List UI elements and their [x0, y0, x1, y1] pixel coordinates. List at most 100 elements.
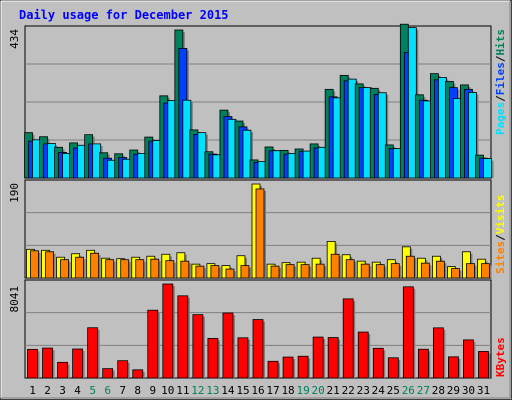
day-label-5: 5 — [89, 384, 96, 397]
sites-bar-day-1 — [30, 250, 39, 279]
sites-bar-day-5 — [90, 252, 100, 279]
legend-hits: Hits — [494, 29, 507, 56]
kbytes-bar-day-3 — [57, 361, 68, 379]
day-label-1: 1 — [29, 384, 36, 397]
kbytes-bar-day-7 — [117, 360, 129, 379]
day-label-16: 16 — [251, 384, 264, 397]
pages-bar-day-24 — [377, 92, 387, 179]
day-label-6: 6 — [104, 384, 111, 397]
day-label-18: 18 — [281, 384, 294, 397]
kbytes-bar-day-17 — [267, 360, 279, 379]
kbytes-bar-day-29 — [448, 356, 459, 379]
kbytes-bar-day-31 — [478, 351, 489, 379]
day-label-19: 19 — [296, 384, 309, 397]
kbytes-bar-day-4 — [72, 348, 84, 379]
day-label-3: 3 — [59, 384, 66, 397]
day-label-9: 9 — [149, 384, 156, 397]
sites-bar-day-21 — [330, 253, 340, 279]
day-label-31: 31 — [477, 384, 490, 397]
day-axis-labels: 1 2 3 4 5 6 7 8 9 10 11 12 13 14 15 16 17 18 19 20 21 22 23 24 2… — [29, 384, 490, 397]
sites-bar-day-12 — [195, 265, 205, 279]
day-label-4: 4 — [74, 384, 81, 397]
day-label-14: 14 — [221, 384, 235, 397]
kbytes-bar-day-18 — [282, 356, 294, 379]
day-label-29: 29 — [447, 384, 460, 397]
hits-max-label: 434 — [8, 29, 21, 49]
pages-bar-day-15 — [242, 129, 252, 179]
kbytes-bar-day-5 — [87, 327, 99, 379]
sites-bar-day-18 — [285, 264, 295, 279]
sites-bar-day-3 — [60, 259, 69, 279]
sites-bar-day-7 — [120, 259, 130, 279]
kbytes-bar-day-26 — [402, 286, 414, 379]
kbytes-bar-day-22 — [342, 298, 354, 379]
legend-slash-3: / — [494, 234, 507, 241]
kbytes-bar-day-28 — [432, 327, 444, 379]
sites-bar-day-27 — [420, 262, 430, 279]
sites-bar-day-20 — [315, 263, 325, 279]
sites-bar-day-8 — [135, 259, 145, 279]
kbytes-bar-day-10 — [162, 283, 174, 379]
kbytes-bar-day-9 — [147, 309, 159, 379]
day-label-27: 27 — [417, 384, 430, 397]
kbytes-bar-day-15 — [237, 337, 249, 379]
day-label-17: 17 — [266, 384, 279, 397]
kbytes-max-label: 8041 — [8, 286, 21, 313]
kbytes-bar-day-13 — [207, 337, 219, 379]
legend-pages: Pages — [494, 102, 507, 135]
pages-bar-day-30 — [468, 92, 477, 179]
sites-bar-day-30 — [466, 263, 475, 279]
sites-bar-day-9 — [150, 258, 160, 279]
kbytes-bar-day-6 — [102, 368, 114, 379]
pages-bar-day-31 — [483, 158, 492, 179]
sites-bar-day-14 — [225, 268, 235, 279]
kbytes-bar-day-1 — [27, 348, 38, 379]
kbytes-bar-day-30 — [463, 339, 474, 379]
kbytes-bar-day-19 — [297, 355, 309, 379]
sites-bar-day-11 — [180, 260, 190, 279]
sites-bar-day-6 — [105, 259, 115, 279]
day-label-26: 26 — [402, 384, 415, 397]
chart-title: Daily usage for December 2015 — [19, 8, 229, 22]
sites-bar-day-13 — [210, 265, 220, 279]
visits-max-label: 190 — [8, 183, 21, 203]
day-label-25: 25 — [387, 384, 400, 397]
day-label-15: 15 — [236, 384, 249, 397]
day-label-13: 13 — [206, 384, 219, 397]
hits-files-pages-panel — [24, 23, 494, 179]
kbytes-bar-day-2 — [42, 347, 53, 379]
kbytes-bar-day-14 — [222, 312, 234, 379]
day-label-10: 10 — [161, 384, 174, 397]
day-label-28: 28 — [432, 384, 445, 397]
sites-bar-day-23 — [360, 263, 370, 279]
day-label-20: 20 — [312, 384, 325, 397]
kbytes-bar-day-12 — [192, 314, 204, 379]
legend-visits: Visits — [494, 195, 507, 235]
kbytes-legend: KBytes — [494, 337, 507, 377]
sites-bar-day-25 — [390, 263, 400, 279]
day-label-24: 24 — [372, 384, 386, 397]
day-label-22: 22 — [342, 384, 355, 397]
sites-bar-day-22 — [345, 259, 355, 279]
day-label-23: 23 — [357, 384, 370, 397]
legend-slash-2: / — [494, 55, 507, 62]
kbytes-bar-day-25 — [387, 357, 399, 379]
kbytes-bar-day-20 — [312, 336, 324, 379]
sites-bar-day-15 — [240, 265, 250, 279]
sites-bar-day-2 — [45, 251, 54, 279]
kbytes-bar-day-11 — [177, 295, 189, 379]
kbytes-bar-day-16 — [252, 319, 264, 379]
kbytes-bar-day-27 — [417, 348, 429, 379]
sites-bar-day-28 — [435, 260, 445, 279]
day-label-11: 11 — [176, 384, 189, 397]
sites-bar-day-19 — [300, 264, 310, 279]
sites-bar-day-29 — [451, 268, 460, 279]
sites-bar-day-31 — [481, 263, 490, 279]
day-label-12: 12 — [191, 384, 204, 397]
hits-legend: Pages/Files/Hits — [494, 29, 507, 135]
kbytes-bar-day-24 — [372, 347, 384, 379]
sites-bar-day-10 — [165, 260, 175, 279]
kbytes-bar-day-8 — [132, 369, 144, 379]
day-label-21: 21 — [327, 384, 340, 397]
